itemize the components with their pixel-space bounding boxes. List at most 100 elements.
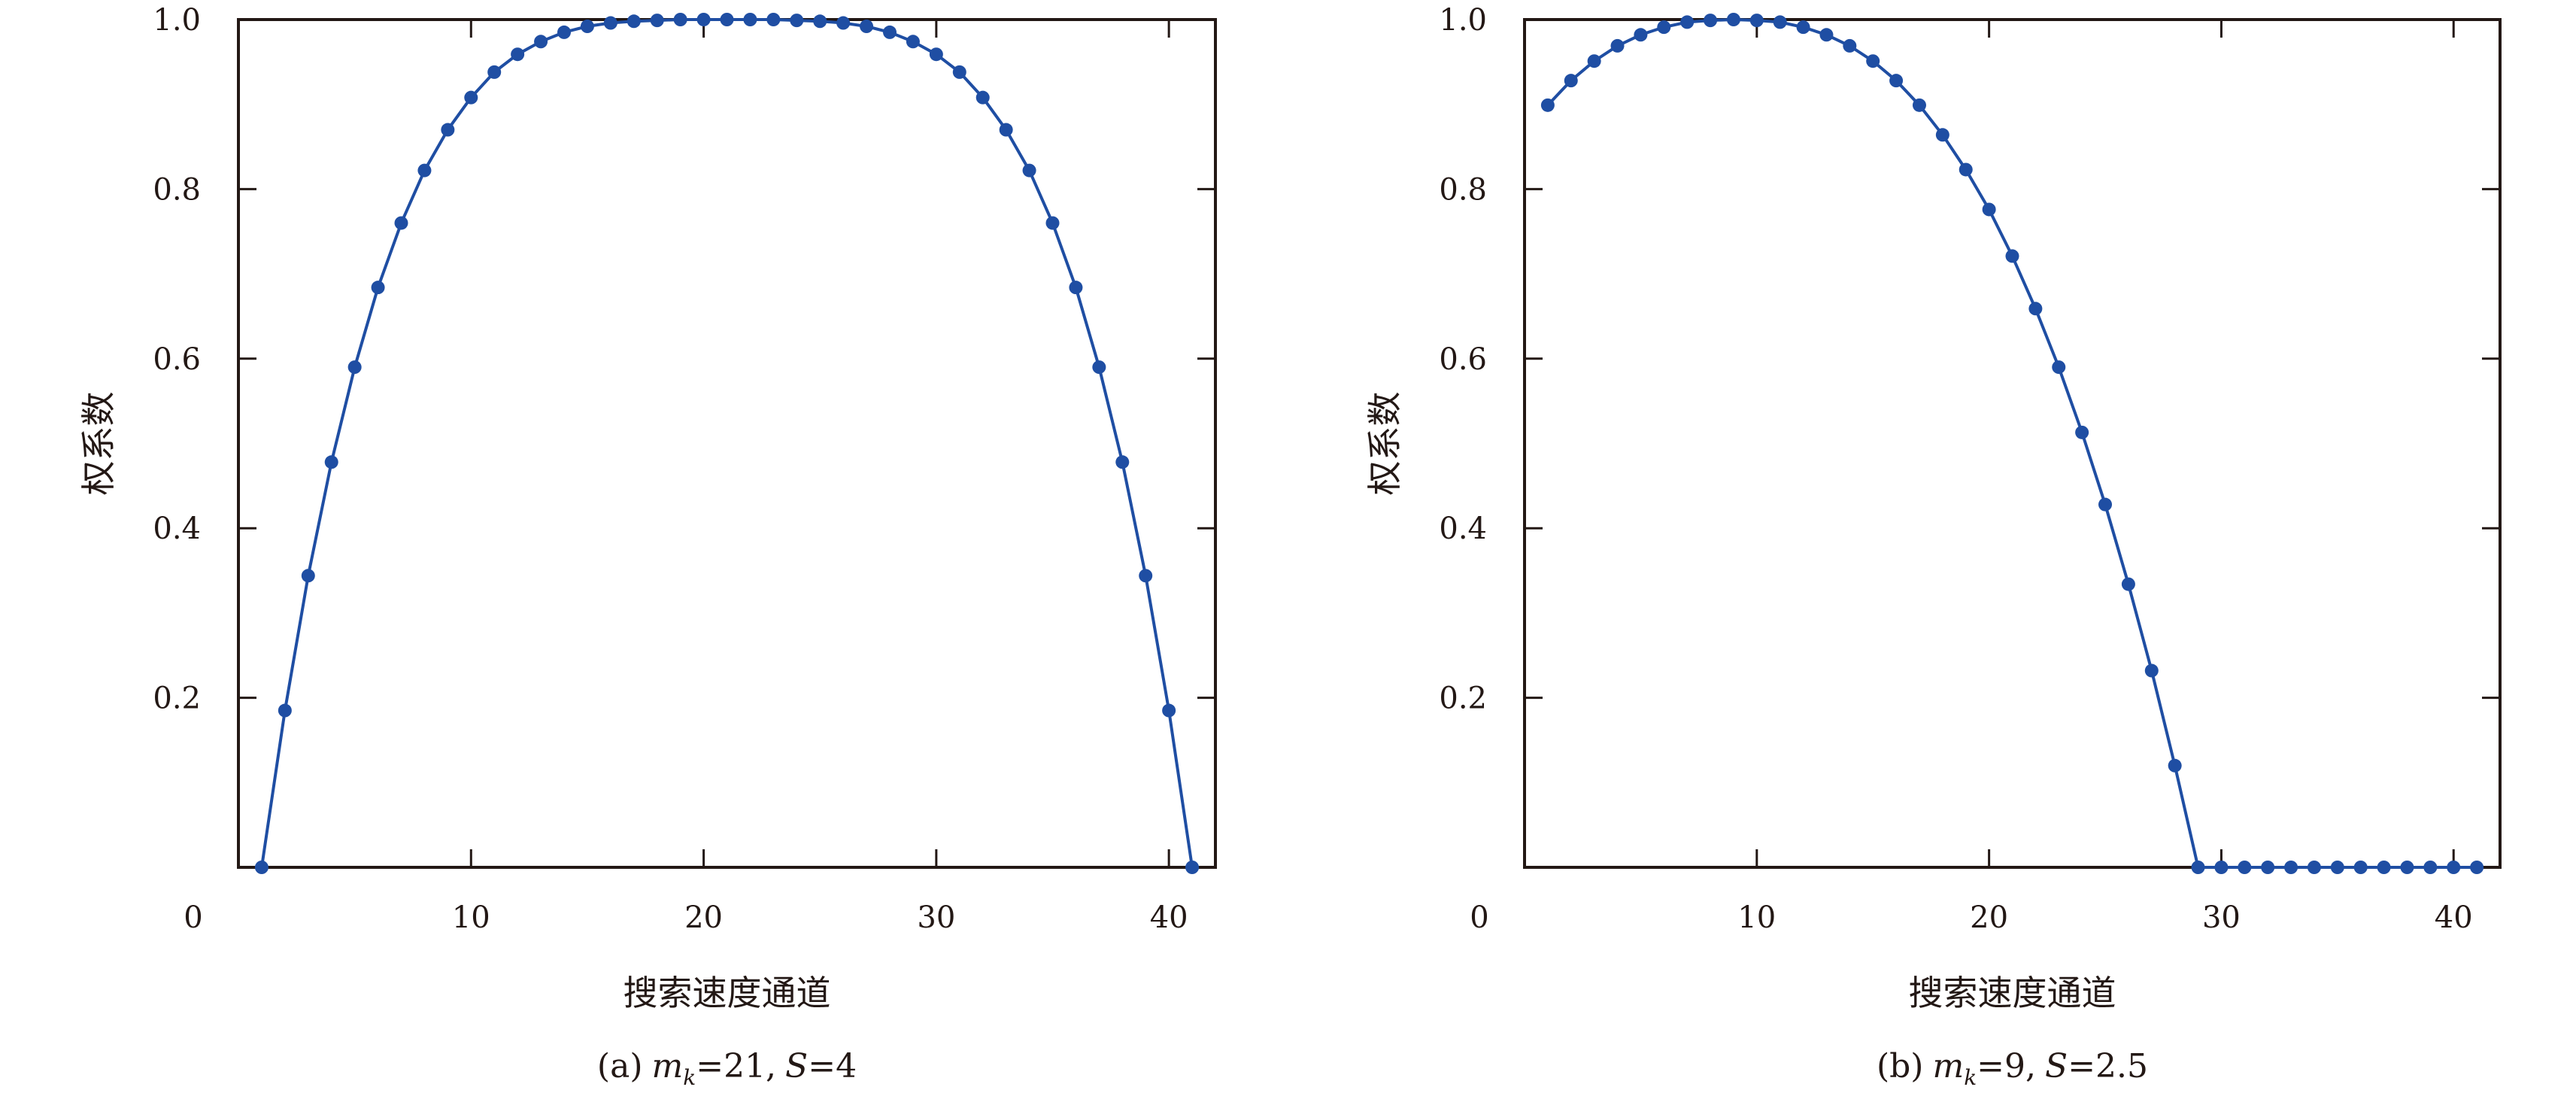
data-point	[417, 163, 432, 178]
caption-var1: m	[1932, 1047, 1964, 1085]
y-tick-label: 1.0	[1439, 3, 1487, 38]
data-point	[2028, 302, 2043, 316]
data-point	[999, 123, 1013, 137]
y-tick-label: 0.6	[153, 342, 201, 377]
y-tick-label: 0.2	[153, 682, 201, 716]
data-point	[371, 281, 385, 295]
data-point	[2447, 861, 2461, 874]
data-point	[836, 16, 851, 30]
data-point	[394, 216, 408, 230]
x-tick-label: 20	[1970, 900, 2008, 935]
x-axis-label: 搜索速度通道	[624, 973, 831, 1013]
data-point	[2214, 861, 2229, 874]
y-axis-label: 权系数	[1364, 392, 1405, 496]
data-point	[720, 13, 734, 26]
data-point	[441, 123, 455, 137]
data-point	[2377, 861, 2391, 874]
data-point	[1935, 128, 1949, 142]
data-point	[673, 13, 687, 26]
data-point	[2400, 861, 2414, 874]
x-tick-label: 20	[684, 900, 723, 935]
caption-sub: k	[1964, 1065, 1977, 1090]
data-point	[1610, 38, 1625, 53]
data-point	[1843, 38, 1857, 53]
data-point	[2005, 249, 2019, 263]
caption-var2: S	[785, 1047, 808, 1085]
x-tick-label: 40	[1150, 900, 1188, 935]
data-point	[1185, 861, 1200, 874]
data-point	[2191, 861, 2205, 874]
data-point	[2284, 861, 2298, 874]
data-point	[1564, 74, 1578, 88]
data-point	[1115, 455, 1130, 469]
x-tick-label: 30	[917, 900, 955, 935]
data-point	[650, 14, 664, 28]
chart-panel-b: 10 20 30 40 0.2 0.4 0.6 0.8 1.0 0 搜索速度通道 权系数 (b) mk=9…	[1364, 3, 2502, 1090]
x-axis-label: 搜索速度通道	[1909, 973, 2116, 1013]
data-point	[1680, 15, 1695, 29]
data-point	[464, 90, 478, 105]
y-tick-label: 1.0	[153, 3, 201, 38]
data-point	[2353, 861, 2368, 874]
y-tick-label: 0.2	[1439, 682, 1487, 716]
data-point	[1139, 569, 1153, 583]
caption-var2: S	[2045, 1047, 2068, 1085]
panel-caption: (b) mk=9, S=2.5	[1877, 1047, 2148, 1090]
chart-panel-a: 10 20 30 40 0.2 0.4 0.6 0.8 1.0 0 搜索速度通道 权系数 (a) mk=2…	[78, 3, 1217, 1090]
data-point	[2261, 861, 2275, 874]
caption-val2: =4	[808, 1047, 857, 1085]
data-point	[1634, 28, 1648, 42]
data-point	[696, 13, 711, 26]
data-point	[511, 47, 525, 62]
data-point	[952, 65, 966, 79]
data-point	[2121, 577, 2135, 591]
y-tick-label: 0.8	[1439, 172, 1487, 207]
data-point	[1726, 13, 1740, 26]
caption-val2: =2.5	[2068, 1047, 2148, 1085]
data-point	[603, 16, 617, 30]
x-tick-label: 40	[2435, 900, 2473, 935]
data-point	[1796, 20, 1810, 35]
y-tick-label: 0.4	[153, 512, 201, 546]
caption-prefix: (b)	[1877, 1047, 1924, 1085]
caption-sub: k	[683, 1065, 696, 1090]
data-point	[1866, 54, 1880, 68]
caption-val1: =9,	[1977, 1047, 2036, 1085]
caption-val1: =21,	[696, 1047, 776, 1085]
data-point	[2423, 861, 2438, 874]
data-point	[1022, 163, 1036, 178]
data-point	[813, 14, 827, 29]
data-point	[860, 20, 874, 34]
caption-prefix: (a)	[597, 1047, 643, 1085]
x-tick-label: 10	[452, 900, 490, 935]
panel-caption: (a) mk=21, S=4	[597, 1047, 857, 1090]
data-point	[1982, 202, 1996, 217]
data-point	[2307, 861, 2321, 874]
data-point	[929, 47, 943, 62]
data-point	[2330, 861, 2344, 874]
plot-frame	[1523, 18, 2502, 869]
origin-label: 0	[1470, 900, 1488, 935]
data-point	[2168, 758, 2182, 773]
data-point	[1912, 98, 1926, 112]
data-point	[1773, 15, 1787, 29]
data-point	[347, 360, 362, 375]
origin-label: 0	[184, 900, 202, 935]
data-point	[1657, 20, 1671, 35]
data-point	[2075, 425, 2089, 439]
data-point	[975, 90, 990, 105]
caption-var1: m	[652, 1047, 684, 1085]
data-point	[766, 13, 781, 26]
data-point	[1889, 74, 1904, 88]
data-point	[2098, 497, 2113, 512]
plot-frame	[237, 18, 1217, 869]
data-point	[2052, 360, 2066, 375]
data-point	[301, 569, 315, 583]
data-point	[557, 25, 571, 39]
series-line	[1546, 17, 2477, 869]
data-point	[2144, 663, 2159, 678]
data-point	[324, 455, 338, 469]
data-point	[906, 35, 920, 49]
data-point	[743, 13, 757, 26]
